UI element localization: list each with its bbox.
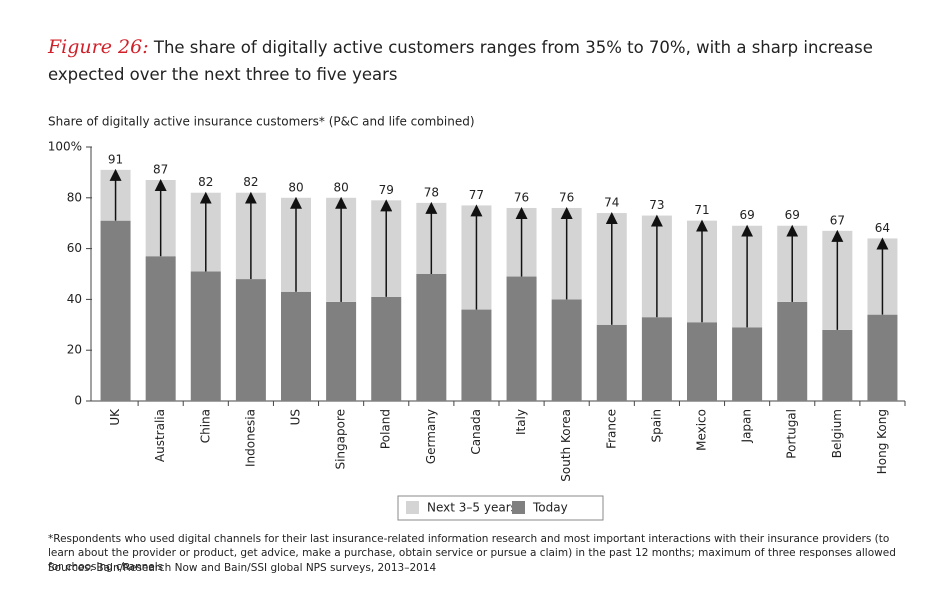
bar-segment xyxy=(732,327,763,401)
legend-label: Next 3–5 years xyxy=(427,501,517,515)
total-label: 69 xyxy=(739,208,754,222)
legend-label: Today xyxy=(532,501,568,515)
x-tick-label: China xyxy=(198,409,212,443)
total-label: 79 xyxy=(379,183,394,197)
x-tick-label: Canada xyxy=(469,409,483,455)
y-tick-label: 80 xyxy=(67,190,82,204)
total-label: 82 xyxy=(243,175,258,189)
x-tick-label: South Korea xyxy=(559,409,573,482)
figure-label: Figure 26: xyxy=(48,36,149,58)
y-tick-label: 20 xyxy=(67,343,82,357)
total-label: 74 xyxy=(604,196,619,210)
footnote: *Respondents who used digital channels f… xyxy=(48,533,896,573)
total-label: 82 xyxy=(198,175,213,189)
source: Sources: Bain/Research Now and Bain/SSI … xyxy=(48,562,437,574)
x-tick-label: Mexico xyxy=(695,409,709,451)
bar-segment xyxy=(596,324,627,401)
total-label: 76 xyxy=(514,190,529,204)
total-label: 64 xyxy=(875,221,890,235)
legend-swatch xyxy=(512,501,525,514)
x-tick-label: France xyxy=(604,409,618,449)
bar-segment xyxy=(551,299,582,401)
x-tick-label: US xyxy=(289,409,303,425)
total-label: 80 xyxy=(288,180,303,194)
bar-segment xyxy=(777,301,808,401)
bar-segment xyxy=(867,314,898,401)
total-label: 87 xyxy=(153,163,168,177)
x-tick-label: Japan xyxy=(740,409,754,443)
bar-segment xyxy=(190,271,221,401)
bar-segment xyxy=(416,274,447,401)
bar-segment xyxy=(145,256,176,401)
x-tick-label: Indonesia xyxy=(243,409,257,467)
chart-title: The share of digitally active customers … xyxy=(48,38,873,84)
bar-segment xyxy=(235,279,266,401)
bar-segment xyxy=(461,309,492,401)
bar-segment xyxy=(822,329,853,401)
legend-box xyxy=(397,495,604,521)
bar-segment xyxy=(100,220,131,401)
x-tick-label: Spain xyxy=(649,409,663,443)
y-tick-label: 100% xyxy=(48,140,82,154)
y-tick-label: 40 xyxy=(67,292,82,306)
total-label: 69 xyxy=(785,208,800,222)
bar-segment xyxy=(506,276,537,401)
x-tick-label: Poland xyxy=(379,409,393,449)
total-label: 77 xyxy=(469,188,484,202)
x-tick-label: Australia xyxy=(153,409,167,462)
total-label: 71 xyxy=(694,203,709,217)
x-tick-label: Portugal xyxy=(785,409,799,459)
bar-segment xyxy=(641,317,672,401)
total-label: 78 xyxy=(424,185,439,199)
y-tick-label: 0 xyxy=(74,394,82,408)
x-tick-label: Singapore xyxy=(334,409,348,470)
legend-swatch xyxy=(406,501,419,514)
x-tick-label: UK xyxy=(108,408,122,426)
bar-segment xyxy=(687,322,717,401)
x-tick-label: Germany xyxy=(424,409,438,464)
total-label: 76 xyxy=(559,190,574,204)
x-tick-label: Hong Kong xyxy=(875,409,889,474)
title-block: Figure 26: The share of digitally active… xyxy=(48,34,928,88)
x-tick-label: Italy xyxy=(514,409,528,435)
y-tick-label: 60 xyxy=(67,241,82,255)
total-label: 73 xyxy=(649,198,664,212)
bar-segment xyxy=(326,301,357,401)
subtitle: Share of digitally active insurance cust… xyxy=(48,115,475,129)
total-label: 80 xyxy=(333,180,348,194)
x-tick-label: Belgium xyxy=(830,409,844,458)
total-label: 67 xyxy=(830,213,845,227)
total-label: 91 xyxy=(108,152,123,166)
bar-segment xyxy=(371,296,402,401)
bar-segment xyxy=(281,291,311,401)
